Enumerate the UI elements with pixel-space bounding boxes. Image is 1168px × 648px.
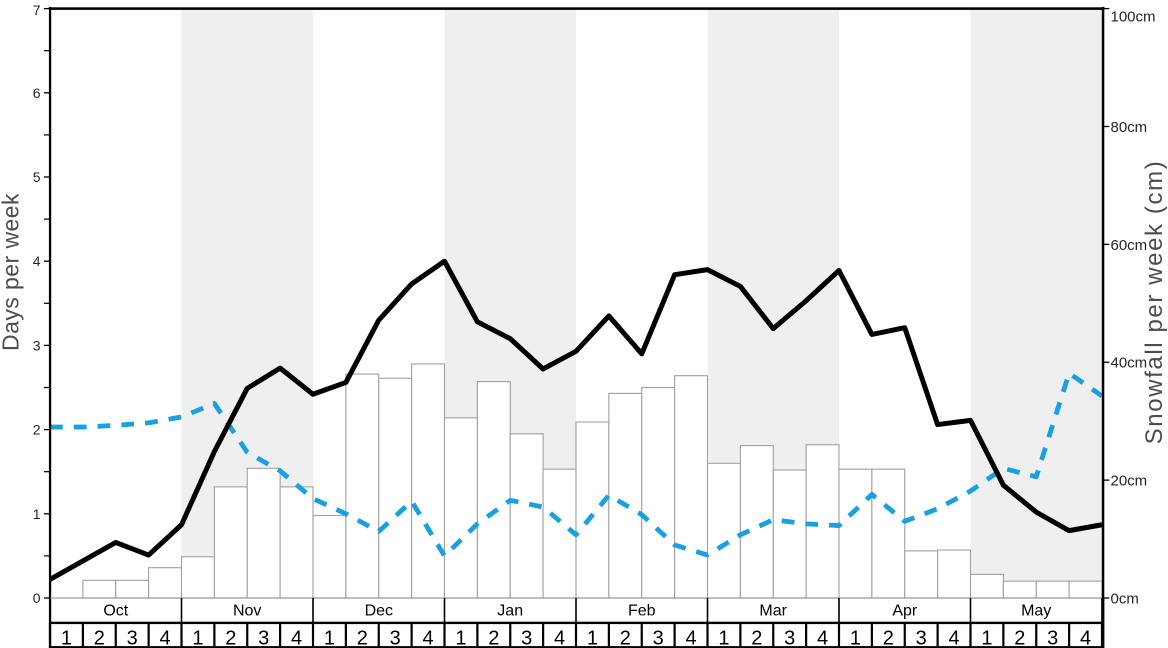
svg-text:4: 4: [160, 627, 171, 648]
svg-text:1: 1: [850, 627, 861, 648]
svg-text:4: 4: [554, 627, 565, 648]
svg-text:3: 3: [258, 627, 269, 648]
svg-text:Days per week: Days per week: [0, 193, 24, 351]
svg-text:3: 3: [127, 627, 138, 648]
svg-text:2: 2: [1014, 627, 1025, 648]
svg-text:2: 2: [488, 627, 499, 648]
svg-text:4: 4: [423, 627, 434, 648]
svg-text:1: 1: [324, 627, 335, 648]
svg-text:4: 4: [949, 627, 960, 648]
svg-text:100cm: 100cm: [1111, 9, 1156, 26]
svg-text:4: 4: [291, 627, 302, 648]
svg-text:2: 2: [357, 627, 368, 648]
svg-text:Apr: Apr: [892, 602, 918, 619]
svg-text:Nov: Nov: [233, 602, 261, 619]
svg-text:80cm: 80cm: [1111, 119, 1148, 136]
svg-text:Mar: Mar: [759, 602, 787, 619]
svg-text:0cm: 0cm: [1111, 591, 1139, 608]
svg-text:3: 3: [33, 337, 41, 353]
svg-text:Feb: Feb: [628, 602, 656, 619]
svg-text:Snowfall per week (cm): Snowfall per week (cm): [1141, 160, 1168, 445]
svg-text:1: 1: [718, 627, 729, 648]
svg-text:1: 1: [981, 627, 992, 648]
svg-text:5: 5: [33, 169, 41, 185]
svg-text:4: 4: [686, 627, 697, 648]
svg-text:2: 2: [883, 627, 894, 648]
svg-text:4: 4: [1080, 627, 1091, 648]
svg-text:40cm: 40cm: [1111, 355, 1148, 372]
svg-text:Jan: Jan: [497, 602, 523, 619]
svg-text:1: 1: [61, 627, 72, 648]
svg-text:3: 3: [653, 627, 664, 648]
svg-text:2: 2: [94, 627, 105, 648]
svg-text:Oct: Oct: [103, 602, 128, 619]
svg-text:3: 3: [521, 627, 532, 648]
svg-text:4: 4: [33, 253, 41, 269]
svg-text:2: 2: [751, 627, 762, 648]
svg-text:3: 3: [1047, 627, 1058, 648]
svg-text:2: 2: [225, 627, 236, 648]
svg-text:7: 7: [33, 2, 41, 18]
svg-text:20cm: 20cm: [1111, 473, 1148, 490]
svg-text:2: 2: [620, 627, 631, 648]
svg-text:1: 1: [33, 506, 41, 522]
svg-text:May: May: [1021, 602, 1051, 619]
svg-text:1: 1: [587, 627, 598, 648]
svg-text:2: 2: [33, 422, 41, 438]
svg-text:3: 3: [390, 627, 401, 648]
svg-text:3: 3: [916, 627, 927, 648]
svg-text:1: 1: [192, 627, 203, 648]
svg-text:60cm: 60cm: [1111, 237, 1148, 254]
svg-text:0: 0: [33, 590, 41, 606]
svg-text:3: 3: [784, 627, 795, 648]
svg-text:1: 1: [455, 627, 466, 648]
svg-text:4: 4: [817, 627, 828, 648]
svg-text:Dec: Dec: [365, 602, 393, 619]
svg-text:6: 6: [33, 85, 41, 101]
